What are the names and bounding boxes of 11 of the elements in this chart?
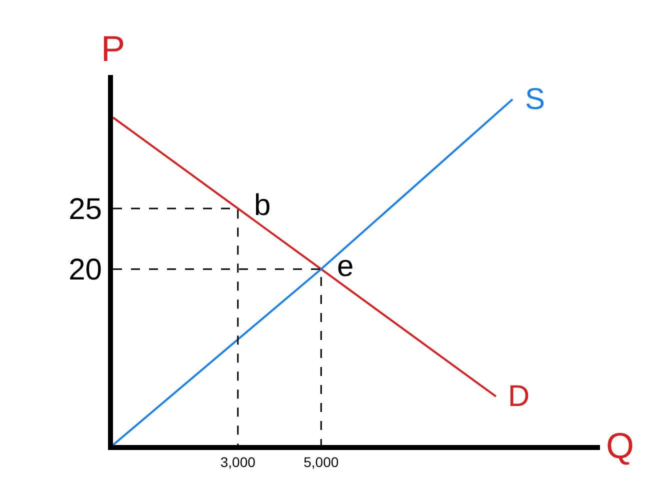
y-tick-label: 20 — [68, 254, 102, 287]
x-tick-label: 3,000 — [220, 454, 256, 470]
series-label: D — [508, 380, 530, 413]
x-axis-title: Q — [606, 425, 634, 466]
series-label: S — [525, 83, 546, 116]
x-tick-label: 5,000 — [304, 454, 339, 470]
y-tick-label: 25 — [68, 192, 102, 226]
y-axis-title: P — [101, 28, 126, 69]
line-series — [113, 116, 497, 398]
annotation: b — [254, 189, 271, 222]
annotation: e — [337, 250, 354, 283]
